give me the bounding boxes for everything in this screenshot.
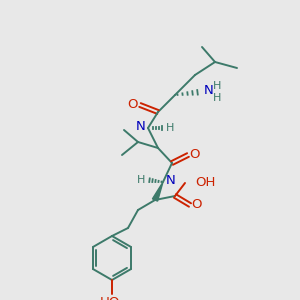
Text: O: O [192,199,202,212]
Text: N: N [166,173,176,187]
Text: O: O [190,148,200,161]
Text: N: N [204,85,214,98]
Text: H: H [137,175,145,185]
Text: N: N [136,121,146,134]
Text: OH: OH [195,176,215,188]
Text: HO: HO [100,296,120,300]
Polygon shape [152,182,163,201]
Text: H: H [213,81,221,91]
Text: O: O [128,98,138,112]
Text: H: H [213,93,221,103]
Text: H: H [166,123,174,133]
